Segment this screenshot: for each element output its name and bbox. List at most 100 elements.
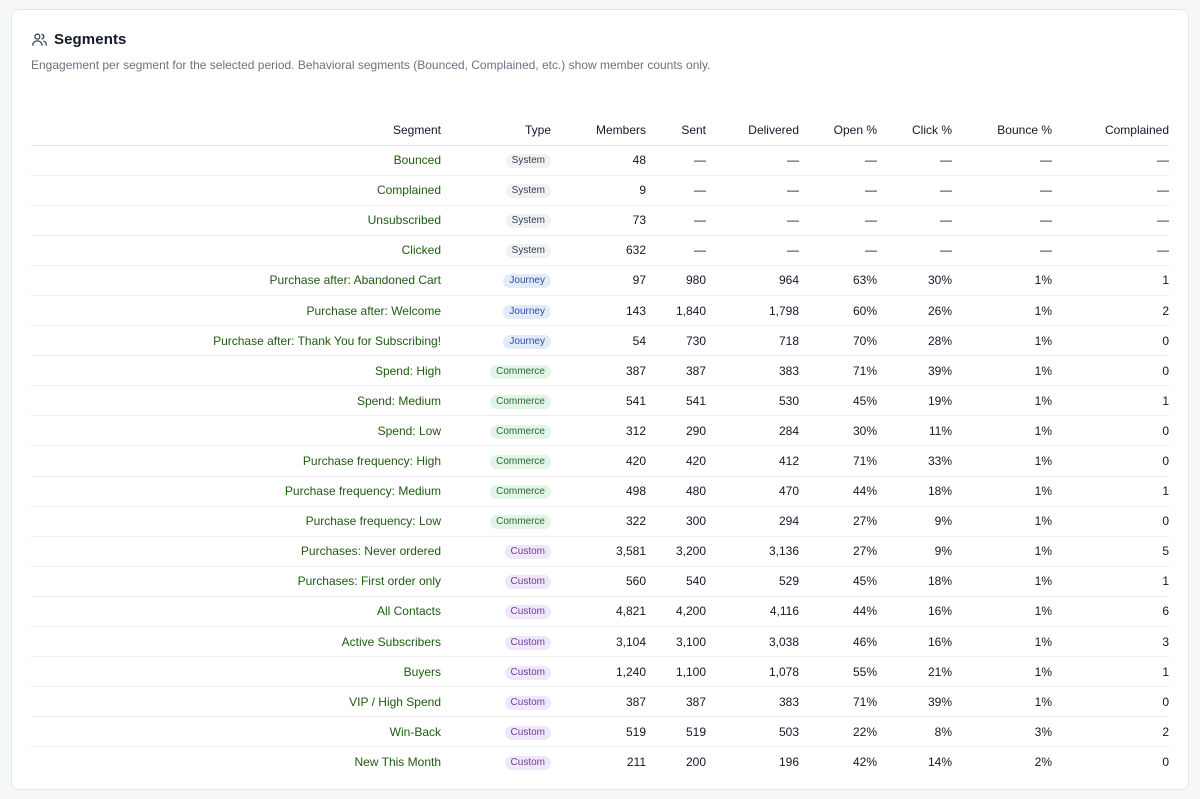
complained-cell: 1 (1052, 656, 1169, 688)
segment-link[interactable]: Purchase after: Thank You for Subscribin… (213, 333, 441, 348)
type-badge: Custom (504, 695, 551, 710)
segment-link[interactable]: Active Subscribers (341, 634, 441, 649)
bounce-cell: 1% (952, 355, 1052, 387)
segment-link[interactable]: Complained (376, 183, 441, 198)
segment-cell: New This Month (31, 747, 441, 777)
sent-cell: 480 (646, 476, 706, 507)
type-badge: Commerce (490, 364, 551, 379)
table-row[interactable]: Purchases: Never ordered Custom 3,581 3,200… (31, 536, 1169, 567)
table-row[interactable]: Purchases: First order only Custom 560 540 5… (31, 566, 1169, 597)
members-cell: 9 (551, 175, 646, 206)
segment-link[interactable]: Purchase after: Welcome (306, 303, 441, 318)
segment-cell: Spend: Low (31, 415, 441, 447)
header-sent: Sent (646, 115, 706, 146)
delivered-cell: — (706, 205, 799, 236)
type-badge: System (505, 154, 551, 169)
type-cell: Journey (441, 265, 551, 296)
table-row[interactable]: Spend: High Commerce 387 387 383 71% 39% 1% 0 (31, 355, 1169, 387)
table-row[interactable]: VIP / High Spend Custom 387 387 383 71% 39% 1% 0 (31, 686, 1169, 718)
sent-cell: 1,840 (646, 295, 706, 327)
segment-link[interactable]: Unsubscribed (367, 213, 441, 228)
members-cell: 1,240 (551, 656, 646, 688)
table-row[interactable]: New This Month Custom 211 200 196 42% 14% 2% 0 (31, 747, 1169, 777)
segment-cell: Purchase frequency: High (31, 445, 441, 477)
open-cell: 71% (799, 445, 877, 477)
table-row[interactable]: Spend: Low Commerce 312 290 284 30% 11% 1% 0 (31, 415, 1169, 447)
bounce-cell: 1% (952, 295, 1052, 327)
bounce-cell: — (952, 205, 1052, 236)
type-cell: Custom (441, 656, 551, 688)
bounce-cell: — (952, 175, 1052, 206)
segment-link[interactable]: Purchase frequency: Medium (284, 484, 441, 499)
segment-cell: Unsubscribed (31, 205, 441, 236)
type-cell: Custom (441, 596, 551, 628)
table-row[interactable]: Spend: Medium Commerce 541 541 530 45% 19% 1% 1 (31, 385, 1169, 417)
table-row[interactable]: Buyers Custom 1,240 1,100 1,078 55% 21% 1% 1 (31, 656, 1169, 688)
sent-cell: 387 (646, 686, 706, 718)
type-badge: Custom (504, 545, 551, 560)
table-row[interactable]: Purchase frequency: Medium Commerce 498 480… (31, 476, 1169, 507)
click-cell: 16% (877, 596, 952, 628)
segment-link[interactable]: VIP / High Spend (349, 694, 441, 709)
type-badge: Commerce (490, 424, 551, 439)
members-cell: 97 (551, 265, 646, 296)
segment-link[interactable]: Spend: Low (377, 423, 441, 438)
members-cell: 312 (551, 415, 646, 447)
segment-cell: Clicked (31, 235, 441, 266)
segment-link[interactable]: Purchase frequency: Low (305, 514, 441, 529)
sent-cell: 1,100 (646, 656, 706, 688)
complained-cell: 0 (1162, 755, 1169, 770)
table-row[interactable]: Purchase after: Abandoned Cart Journey 97 9… (31, 265, 1169, 296)
segment-link[interactable]: Purchase frequency: High (302, 453, 441, 468)
table-row[interactable]: Purchase frequency: High Commerce 420 420 41… (31, 445, 1169, 477)
members-cell: 54 (551, 325, 646, 357)
complained-cell: 0 (1052, 415, 1169, 447)
segments-card: Segments Engagement per segment for the … (11, 9, 1189, 790)
segment-cell: Spend: High (31, 355, 441, 387)
segment-link[interactable]: Bounced (393, 153, 441, 168)
table-row[interactable]: Unsubscribed System 73— — — — — — (31, 205, 1169, 236)
segment-link[interactable]: Buyers (403, 664, 441, 679)
sent-cell: 3,200 (646, 536, 706, 567)
segment-link[interactable]: New This Month (354, 755, 441, 770)
segment-link[interactable]: Purchases: First order only (297, 574, 441, 589)
table-row[interactable]: Bounced System 48— — — — — — (31, 145, 1169, 176)
table-row[interactable]: Purchase after: Welcome Journey 143 1,840 1,… (31, 295, 1169, 327)
segment-cell: Purchase frequency: Low (31, 506, 441, 537)
table-row[interactable]: Win-Back Custom 519 519 503 22% 8% 3% 2 (31, 716, 1169, 748)
members-cell: 498 (551, 476, 646, 507)
sent-cell: 420 (646, 445, 706, 477)
type-cell: Journey (441, 295, 551, 327)
sent-cell: 290 (646, 415, 706, 447)
segment-link[interactable]: Clicked (401, 243, 441, 258)
delivered-cell: 1,798 (706, 295, 799, 327)
bounce-cell: 1% (952, 265, 1052, 296)
type-cell: System (441, 145, 551, 176)
open-cell: 45% (799, 566, 877, 597)
segment-link[interactable]: Purchase after: Abandoned Cart (269, 273, 441, 288)
open-cell: 71% (799, 686, 877, 718)
table-row[interactable]: Purchase frequency: Low Commerce 322 300 294… (31, 506, 1169, 537)
segment-link[interactable]: All Contacts (376, 604, 441, 619)
delivered-cell: 383 (706, 355, 799, 387)
segment-link[interactable]: Spend: High (374, 363, 441, 378)
header-click: Click % (877, 115, 952, 146)
segment-link[interactable]: Spend: Medium (356, 393, 441, 408)
click-cell: 39% (877, 355, 952, 387)
table-row[interactable]: Clicked System 632— — — — — — (31, 235, 1169, 266)
sent-cell: 540 (646, 566, 706, 597)
open-cell: 22% (799, 716, 877, 748)
segment-link[interactable]: Win-Back (389, 724, 441, 739)
segment-link[interactable]: Purchases: Never ordered (300, 544, 441, 559)
table-row[interactable]: Complained System 9— — — — — — (31, 175, 1169, 206)
sent-cell: 519 (646, 716, 706, 748)
table-row[interactable]: All Contacts Custom 4,821 4,200 4,116 44% 16% 1… (31, 596, 1169, 628)
table-row[interactable]: Active Subscribers Custom 3,104 3,100 3,038 4… (31, 626, 1169, 658)
delivered-cell: 1,078 (706, 656, 799, 688)
click-cell: 19% (877, 385, 952, 417)
delivered-cell: 3,038 (706, 626, 799, 658)
header-delivered: Delivered (706, 115, 799, 146)
table-row[interactable]: Purchase after: Thank You for Subscribin… (31, 325, 1169, 357)
bounce-cell: 1% (952, 686, 1052, 718)
bounce-cell: — (952, 235, 1052, 266)
